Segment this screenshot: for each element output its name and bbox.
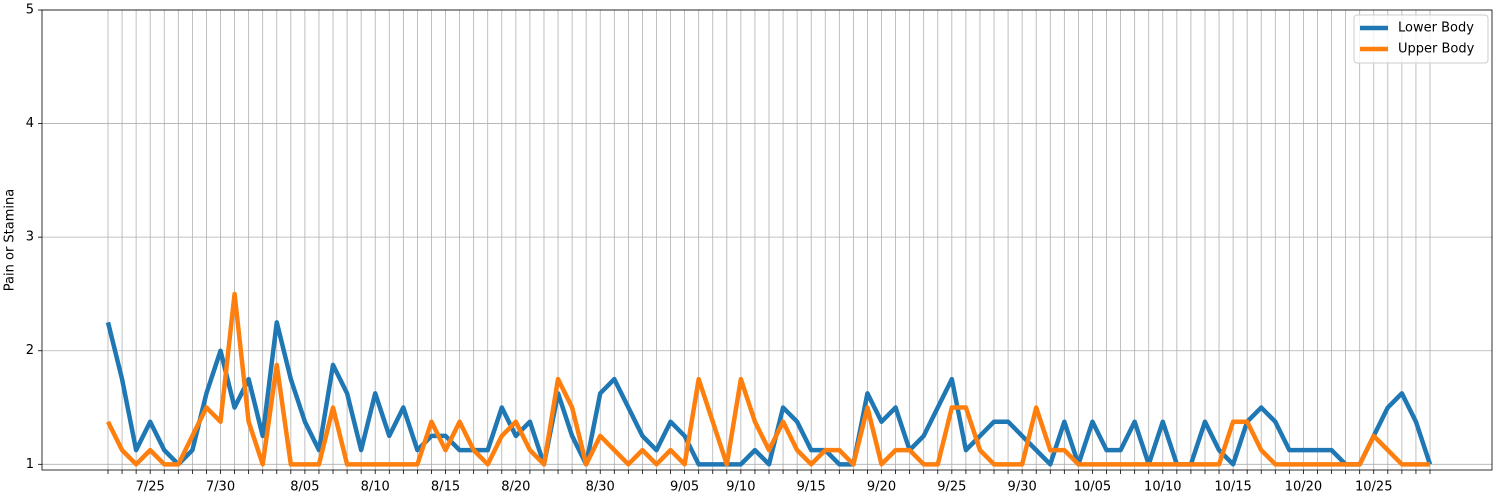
y-tick-label: 1 [26,457,34,472]
x-tick-label: 9/25 [937,480,966,495]
y-tick-label: 2 [26,343,34,358]
x-tick-label: 8/30 [586,480,615,495]
x-tick-label: 9/15 [797,480,826,495]
data-line [105,291,1430,467]
legend-label: Lower Body [1398,21,1474,36]
x-tick-label: 10/20 [1285,480,1322,495]
x-tick-label: 8/15 [431,480,460,495]
y-tick-label: 3 [26,230,34,245]
x-tick-label: 10/25 [1355,480,1392,495]
x-tick-label: 8/10 [361,480,390,495]
y-axis-label: Pain or Stamina [3,189,18,291]
x-tick-label: 10/05 [1074,480,1111,495]
x-tick-label: 9/30 [1008,480,1037,495]
x-tick-label: 8/05 [290,480,319,495]
plot-frame [41,9,1493,471]
y-tick-label: 4 [26,116,34,131]
y-tick-label: 5 [26,3,34,18]
x-tick-label: 7/25 [136,480,165,495]
data-line [105,320,1433,467]
x-tick-label: 10/15 [1214,480,1251,495]
x-tick-label: 8/20 [501,480,530,495]
x-tick-label: 9/20 [867,480,896,495]
x-tick-label: 7/30 [206,480,235,495]
x-tick-label: 9/10 [726,480,755,495]
x-tick-label: 10/10 [1144,480,1181,495]
x-tick-label: 9/05 [670,480,699,495]
legend-label: Upper Body [1398,42,1475,57]
